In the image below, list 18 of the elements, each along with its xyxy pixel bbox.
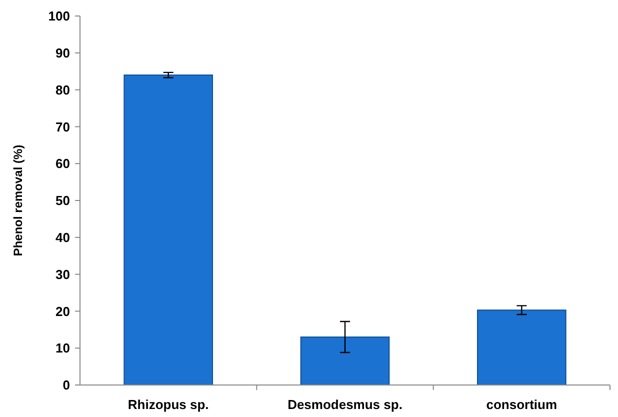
y-tick-label: 10 bbox=[56, 340, 70, 356]
y-tick-label: 60 bbox=[56, 156, 70, 172]
y-tick-label: 0 bbox=[62, 378, 70, 393]
y-tick-label: 20 bbox=[56, 304, 70, 319]
y-tick-label: 90 bbox=[56, 45, 70, 60]
y-tick-label: 70 bbox=[56, 119, 70, 134]
x-tick-label: consortium bbox=[486, 397, 558, 412]
y-tick-label: 40 bbox=[56, 230, 70, 245]
bar bbox=[300, 336, 390, 386]
y-tick-label: 100 bbox=[48, 8, 70, 24]
bar bbox=[477, 310, 566, 386]
bar bbox=[124, 74, 213, 386]
y-axis-title: Phenol removal (%) bbox=[11, 144, 25, 256]
x-tick-label: Rhizopus sp. bbox=[128, 397, 209, 412]
y-tick-label: 50 bbox=[56, 193, 70, 208]
x-tick-label: Desmodesmus sp. bbox=[288, 397, 402, 412]
y-tick-label: 30 bbox=[56, 266, 70, 282]
y-tick-label: 80 bbox=[56, 82, 70, 98]
